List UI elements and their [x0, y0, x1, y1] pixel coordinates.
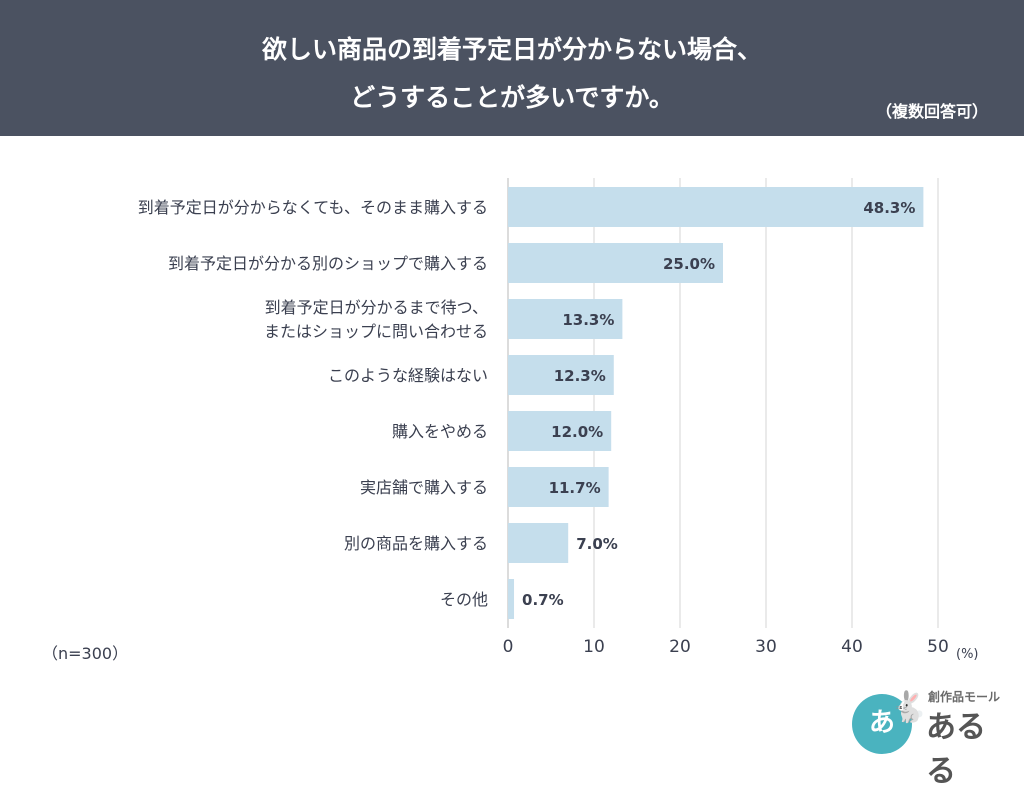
bar	[508, 579, 515, 619]
x-tick-label: 40	[841, 637, 863, 657]
logo-tagline: 創作品モール	[928, 690, 1001, 704]
bar	[508, 187, 924, 227]
x-tick-label: 10	[583, 637, 605, 657]
bar-value-label: 0.7%	[522, 591, 564, 609]
chart-title-line1: 欲しい商品の到着予定日が分からない場合、	[261, 35, 762, 64]
bar	[508, 523, 569, 563]
category-label: 到着予定日が分かる別のショップで購入する	[168, 254, 488, 273]
x-unit-label: (%)	[956, 647, 979, 662]
bar	[508, 467, 609, 507]
category-label: 購入をやめる	[392, 422, 488, 441]
bar	[508, 299, 623, 339]
bar-value-label: 48.3%	[863, 199, 915, 217]
category-label: その他	[440, 590, 488, 609]
bar-value-label: 7.0%	[576, 535, 618, 553]
logo-circle: あ	[852, 694, 912, 754]
x-tick-label: 0	[503, 637, 514, 657]
chart-title-line2: どうすることが多いですか。	[350, 83, 674, 112]
bar-value-label: 12.3%	[554, 367, 606, 385]
brand-logo: あ 🐇 創作品モール あるる	[852, 688, 1012, 789]
bar	[508, 243, 723, 283]
rabbit-icon: 🐇	[890, 690, 928, 725]
bar-value-label: 25.0%	[663, 255, 715, 273]
bar	[508, 411, 612, 451]
bar-value-label: 11.7%	[549, 479, 601, 497]
x-tick-label: 20	[669, 637, 691, 657]
category-label: 別の商品を購入する	[344, 534, 488, 553]
category-label: またはショップに問い合わせる	[264, 322, 488, 341]
bar-chart: 0 10 20 30 40 50 (%) 48.3% 到着予定日が分からなくても、そのまま購入す…	[138, 178, 979, 662]
bar-value-label: 13.3%	[562, 311, 614, 329]
bar	[508, 355, 614, 395]
logo-wordmark: あるる	[926, 710, 986, 789]
title-banner	[0, 0, 1024, 136]
sample-size-note: （n=300）	[42, 644, 129, 663]
x-tick-label: 50	[927, 637, 949, 657]
category-label: 実店舗で購入する	[360, 478, 488, 497]
category-label: このような経験はない	[328, 366, 488, 385]
category-label: 到着予定日が分かるまで待つ、	[265, 298, 488, 317]
x-tick-label: 30	[755, 637, 777, 657]
bar-value-label: 12.0%	[551, 423, 603, 441]
category-label: 到着予定日が分からなくても、そのまま購入する	[138, 198, 488, 217]
chart-subtitle: （複数回答可）	[875, 102, 988, 121]
